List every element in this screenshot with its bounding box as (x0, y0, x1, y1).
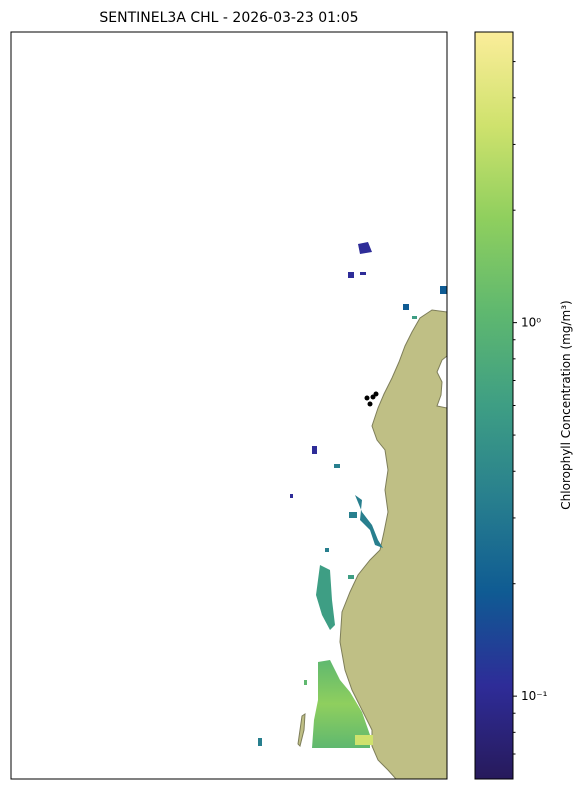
colorbar-tick-label: 10⁻¹ (521, 689, 548, 703)
colorbar-fill (475, 32, 513, 779)
map (10, 31, 448, 780)
map-title: SENTINEL3A CHL - 2026-03-23 01:05 (99, 10, 358, 26)
colorbar-tick-label: 10⁰ (521, 316, 541, 330)
chlorophyll-pixels (258, 242, 447, 748)
land (339, 309, 448, 780)
colorbar: 10⁻¹ 10⁰ (474, 31, 548, 780)
island (297, 713, 306, 747)
colorbar-label: Chlorophyll Concentration (mg/m³) (559, 300, 573, 509)
map-frame (10, 31, 448, 780)
station-markers (364, 391, 379, 407)
